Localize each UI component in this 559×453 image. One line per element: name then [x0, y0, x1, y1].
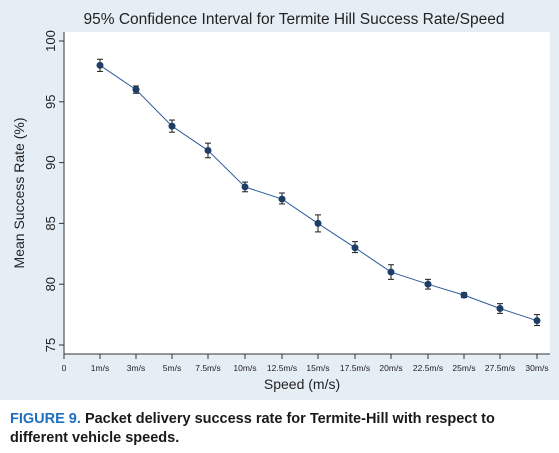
- y-tick-label: 95: [43, 95, 58, 109]
- data-point: [278, 195, 286, 203]
- x-tick-label: 10m/s: [233, 363, 256, 373]
- x-axis-label: Speed (m/s): [264, 376, 340, 392]
- x-tick-label: 22.5m/s: [413, 363, 443, 373]
- x-tick-label: 25m/s: [452, 363, 475, 373]
- x-tick-label: 30m/s: [525, 363, 548, 373]
- x-tick-label: 5m/s: [163, 363, 181, 373]
- figure-panel: 95% Confidence Interval for Termite Hill…: [0, 0, 559, 400]
- x-tick-label: 27.5m/s: [485, 363, 515, 373]
- x-tick-label: 0: [62, 363, 67, 373]
- x-tick-label: 3m/s: [127, 363, 145, 373]
- data-point: [387, 268, 395, 276]
- y-tick-label: 80: [43, 277, 58, 291]
- x-tick-label: 1m/s: [91, 363, 109, 373]
- y-tick-label: 85: [43, 216, 58, 230]
- caption-text: Packet delivery success rate for Termite…: [10, 411, 495, 446]
- caption-label: FIGURE 9.: [10, 411, 81, 427]
- y-tick-label: 90: [43, 155, 58, 169]
- x-ticks: 0 1m/s 3m/s 5m/s 7.5m/s 10m/s 12.5m/s 15m/s 17.5…: [62, 354, 549, 373]
- x-tick-label: 12.5m/s: [267, 363, 297, 373]
- series-layer: [96, 58, 541, 327]
- data-point: [496, 305, 504, 313]
- x-tick-label: 15m/s: [306, 363, 329, 373]
- data-point: [132, 86, 140, 94]
- y-tick-label: 100: [43, 30, 58, 52]
- data-point: [424, 280, 432, 288]
- x-tick-label: 20m/s: [379, 363, 402, 373]
- data-point: [168, 122, 176, 130]
- y-axis-label: Mean Success Rate (%): [11, 118, 27, 269]
- figure-caption: FIGURE 9. Packet delivery success rate f…: [10, 410, 550, 448]
- plot-area: [64, 32, 550, 354]
- data-point: [351, 244, 359, 252]
- y-tick-label: 75: [43, 338, 58, 352]
- chart: 95% Confidence Interval for Termite Hill…: [11, 11, 550, 392]
- data-point: [460, 291, 468, 299]
- data-point: [533, 317, 541, 325]
- data-point: [204, 146, 212, 154]
- chart-title: 95% Confidence Interval for Termite Hill…: [83, 11, 504, 28]
- data-point: [96, 61, 104, 69]
- data-point: [241, 183, 249, 191]
- x-tick-label: 17.5m/s: [340, 363, 370, 373]
- y-ticks: 75 80 85 90 95 100: [43, 30, 64, 352]
- data-point: [314, 219, 322, 227]
- x-tick-label: 7.5m/s: [195, 363, 221, 373]
